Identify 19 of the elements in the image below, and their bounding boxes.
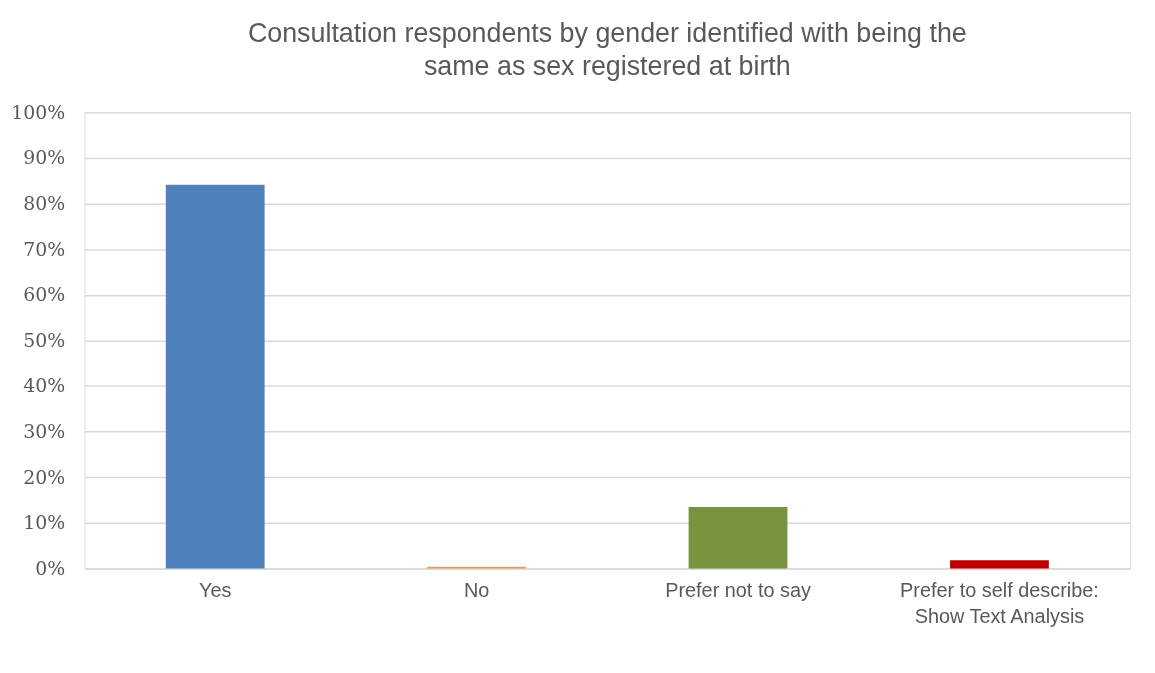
y-tick-label: 100%	[11, 100, 66, 123]
y-tick-label: 70%	[23, 237, 66, 260]
chart-title: Consultation respondents by gender identified with being the same as sex registered at birth	[247, 17, 967, 82]
y-tick-label: 90%	[23, 146, 66, 169]
y-tick-label: 20%	[23, 465, 66, 488]
bar	[950, 560, 1049, 569]
y-tick-label: 40%	[23, 374, 66, 397]
x-tick-label: Yes	[198, 578, 232, 601]
bar	[688, 506, 788, 569]
y-tick-label: 80%	[23, 191, 66, 214]
y-tick-label: 10%	[23, 511, 66, 534]
y-tick-label: 50%	[23, 328, 66, 351]
x-tick-label: Prefer to self describe: Show Text Analysis	[900, 578, 1099, 627]
bar	[165, 184, 265, 569]
y-tick-label: 0%	[35, 556, 66, 579]
y-tick-label: 30%	[23, 420, 66, 443]
y-tick-label: 60%	[23, 283, 66, 306]
x-tick-label: No	[463, 578, 490, 601]
x-tick-label: Prefer not to say	[665, 578, 811, 601]
